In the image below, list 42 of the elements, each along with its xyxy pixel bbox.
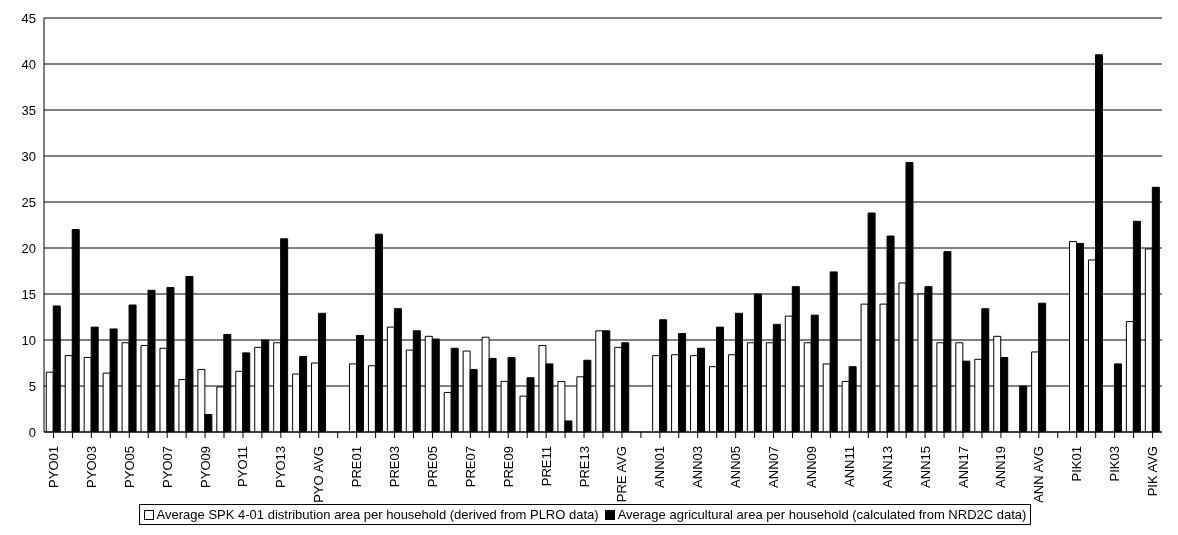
y-tick-label: 35 xyxy=(21,102,36,118)
x-tick-label: PRE AVG xyxy=(614,446,630,503)
x-tick-label: PRE07 xyxy=(462,446,478,488)
y-tick-label: 30 xyxy=(21,148,36,164)
y-tick-label: 10 xyxy=(21,332,36,348)
x-tick-label: ANN03 xyxy=(690,446,706,488)
y-tick-label: 0 xyxy=(28,424,36,440)
x-tick-label: PYO07 xyxy=(159,446,175,488)
x-tick-label: ANN09 xyxy=(803,446,819,488)
y-tick-label: 20 xyxy=(21,240,36,256)
x-tick-label: PRE03 xyxy=(387,446,403,488)
x-tick-label: PIK03 xyxy=(1107,446,1123,482)
x-tick-label: ANN13 xyxy=(879,446,895,488)
x-tick-label: ANN01 xyxy=(652,446,668,488)
legend-label: Average SPK 4-01 distribution area per household (derived from PLRO data) xyxy=(155,507,599,522)
y-tick-label: 5 xyxy=(28,378,36,394)
y-tick-label: 15 xyxy=(21,286,36,302)
x-tick-label: PYO09 xyxy=(197,446,213,488)
x-tick-label: PYO11 xyxy=(235,446,251,487)
x-tick-label: PYO AVG xyxy=(311,446,327,503)
x-tick-label: PYO03 xyxy=(83,446,99,488)
x-tick-label: PRE05 xyxy=(424,446,440,488)
x-tick-label: PRE09 xyxy=(500,446,516,488)
x-tick-label: PRE11 xyxy=(538,446,554,487)
y-tick-label: 45 xyxy=(21,10,36,26)
x-tick-label: PIK01 xyxy=(1069,446,1085,482)
x-tick-label: ANN15 xyxy=(917,446,933,488)
x-tick-label: PYO01 xyxy=(45,446,61,488)
y-tick-label: 40 xyxy=(21,56,36,72)
x-tick-label: ANN05 xyxy=(728,446,744,488)
x-tick-label: PRE13 xyxy=(576,446,592,488)
x-tick-label: PIK AVG xyxy=(1145,446,1161,497)
x-tick-label: PRE01 xyxy=(349,446,365,488)
x-tick-label: ANN AVG xyxy=(1031,446,1047,503)
x-tick-label: ANN07 xyxy=(766,446,782,488)
x-tick-label: ANN11 xyxy=(841,446,857,487)
x-tick-label: PYO05 xyxy=(121,446,137,488)
y-tick-label: 25 xyxy=(21,194,36,210)
legend-label: Average agricultural area per household (calculated from NRD2C data) xyxy=(616,507,1027,522)
x-tick-label: PYO13 xyxy=(273,446,289,488)
x-tick-label: ANN17 xyxy=(955,446,971,488)
x-tick-label: ANN19 xyxy=(993,446,1009,488)
